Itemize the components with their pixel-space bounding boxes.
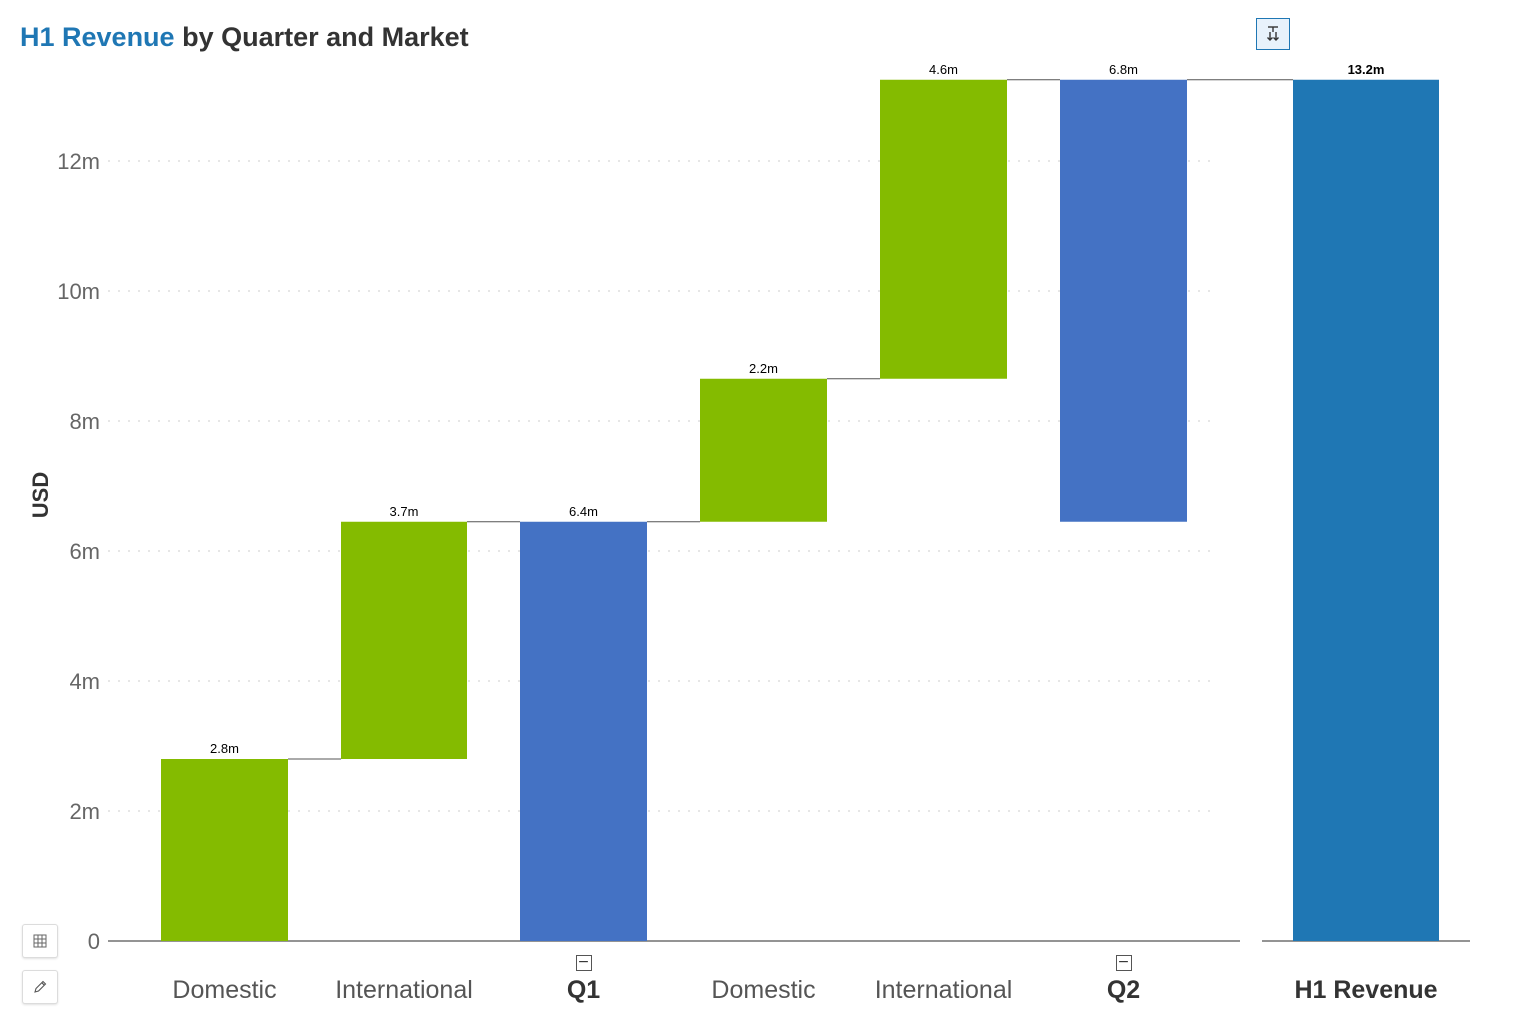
data-label: 3.7m <box>390 504 419 519</box>
bar-total <box>1293 79 1439 941</box>
bar-increase <box>700 378 827 522</box>
collapse-toggle[interactable]: − <box>1115 955 1132 971</box>
sort-button[interactable] <box>1256 18 1290 50</box>
sort-descending-icon <box>1267 26 1279 41</box>
edit-button[interactable] <box>22 970 58 1004</box>
y-tick-label: 2m <box>69 799 100 824</box>
title-rest: by Quarter and Market <box>174 22 469 52</box>
data-label: 6.8m <box>1109 62 1138 77</box>
y-axis-title: USD <box>28 472 53 518</box>
y-tick-label: 6m <box>69 539 100 564</box>
y-tick-label: 12m <box>57 149 100 174</box>
bar-increase <box>161 759 288 941</box>
category-label: H1 Revenue <box>1294 976 1437 1004</box>
table-view-button[interactable] <box>22 924 58 958</box>
data-label: 13.2m <box>1348 62 1385 77</box>
data-label: 6.4m <box>569 504 598 519</box>
pencil-icon <box>34 980 47 993</box>
y-tick-label: 10m <box>57 279 100 304</box>
category-label: Domestic <box>711 976 815 1004</box>
chart-title: H1 Revenue by Quarter and Market <box>20 22 469 53</box>
title-accent: H1 Revenue <box>20 22 175 52</box>
y-tick-label: 4m <box>69 669 100 694</box>
category-label: International <box>335 976 473 1004</box>
y-tick-label: 0 <box>88 929 100 954</box>
category-label: Domestic <box>172 976 276 1004</box>
data-label: 2.2m <box>749 361 778 376</box>
bar-subtotal <box>1060 79 1187 522</box>
collapse-toggle[interactable]: − <box>575 955 592 971</box>
y-tick-label: 8m <box>69 409 100 434</box>
data-label: 4.6m <box>929 62 958 77</box>
bar-increase <box>880 79 1007 379</box>
category-label: Q2 <box>1107 976 1140 1004</box>
bar-subtotal <box>520 521 647 941</box>
category-label: International <box>875 976 1013 1004</box>
bar-increase <box>341 521 467 759</box>
table-grid-icon <box>33 934 47 948</box>
category-label: Q1 <box>567 976 600 1004</box>
data-label: 2.8m <box>210 741 239 756</box>
